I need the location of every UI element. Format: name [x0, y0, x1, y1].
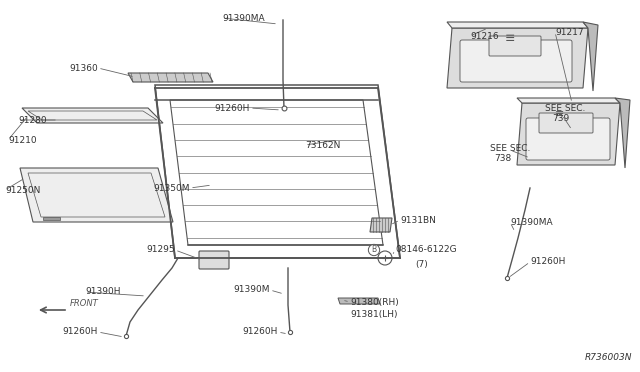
Text: (7): (7): [415, 260, 428, 269]
Polygon shape: [517, 98, 620, 103]
Text: 91260H: 91260H: [530, 257, 565, 266]
FancyBboxPatch shape: [539, 113, 593, 133]
Polygon shape: [370, 218, 392, 232]
Text: 08146-6122G: 08146-6122G: [395, 246, 456, 254]
Polygon shape: [128, 73, 213, 82]
FancyBboxPatch shape: [526, 118, 610, 160]
FancyBboxPatch shape: [199, 251, 229, 269]
Text: 739: 739: [552, 113, 569, 122]
Polygon shape: [20, 168, 173, 222]
Text: 91210: 91210: [8, 135, 36, 144]
Text: 9131BN: 9131BN: [400, 215, 436, 224]
Polygon shape: [583, 22, 598, 91]
Text: 91350M: 91350M: [154, 183, 190, 192]
Text: 91360: 91360: [69, 64, 98, 73]
FancyBboxPatch shape: [489, 36, 541, 56]
Text: 91260H: 91260H: [243, 327, 278, 337]
Text: R736003N: R736003N: [584, 353, 632, 362]
Text: 73162N: 73162N: [305, 141, 340, 150]
Text: 91380(RH): 91380(RH): [350, 298, 399, 307]
Text: 91381(LH): 91381(LH): [350, 311, 397, 320]
FancyBboxPatch shape: [460, 40, 572, 82]
Polygon shape: [447, 22, 588, 28]
Text: B: B: [371, 246, 376, 254]
Text: 91260H: 91260H: [63, 327, 98, 337]
Text: 738: 738: [494, 154, 511, 163]
Text: ≡: ≡: [556, 109, 564, 119]
Polygon shape: [447, 28, 588, 88]
Polygon shape: [615, 98, 630, 168]
Text: 91390H: 91390H: [85, 288, 120, 296]
Text: 91390M: 91390M: [234, 285, 270, 295]
Text: 91260H: 91260H: [214, 103, 250, 112]
Polygon shape: [22, 108, 163, 123]
Polygon shape: [517, 103, 620, 165]
Text: 91390MA: 91390MA: [222, 13, 264, 22]
Text: 91295: 91295: [147, 246, 175, 254]
Text: 91250N: 91250N: [5, 186, 40, 195]
Text: SEE SEC.: SEE SEC.: [490, 144, 531, 153]
Text: 91280: 91280: [18, 115, 47, 125]
Text: SEE SEC.: SEE SEC.: [545, 103, 586, 112]
Polygon shape: [43, 217, 60, 220]
Text: 91216: 91216: [470, 32, 499, 41]
Text: 91217: 91217: [555, 28, 584, 36]
Text: 91390MA: 91390MA: [510, 218, 552, 227]
Text: FRONT: FRONT: [70, 298, 99, 308]
Polygon shape: [338, 298, 380, 304]
Text: ≡: ≡: [505, 32, 515, 45]
